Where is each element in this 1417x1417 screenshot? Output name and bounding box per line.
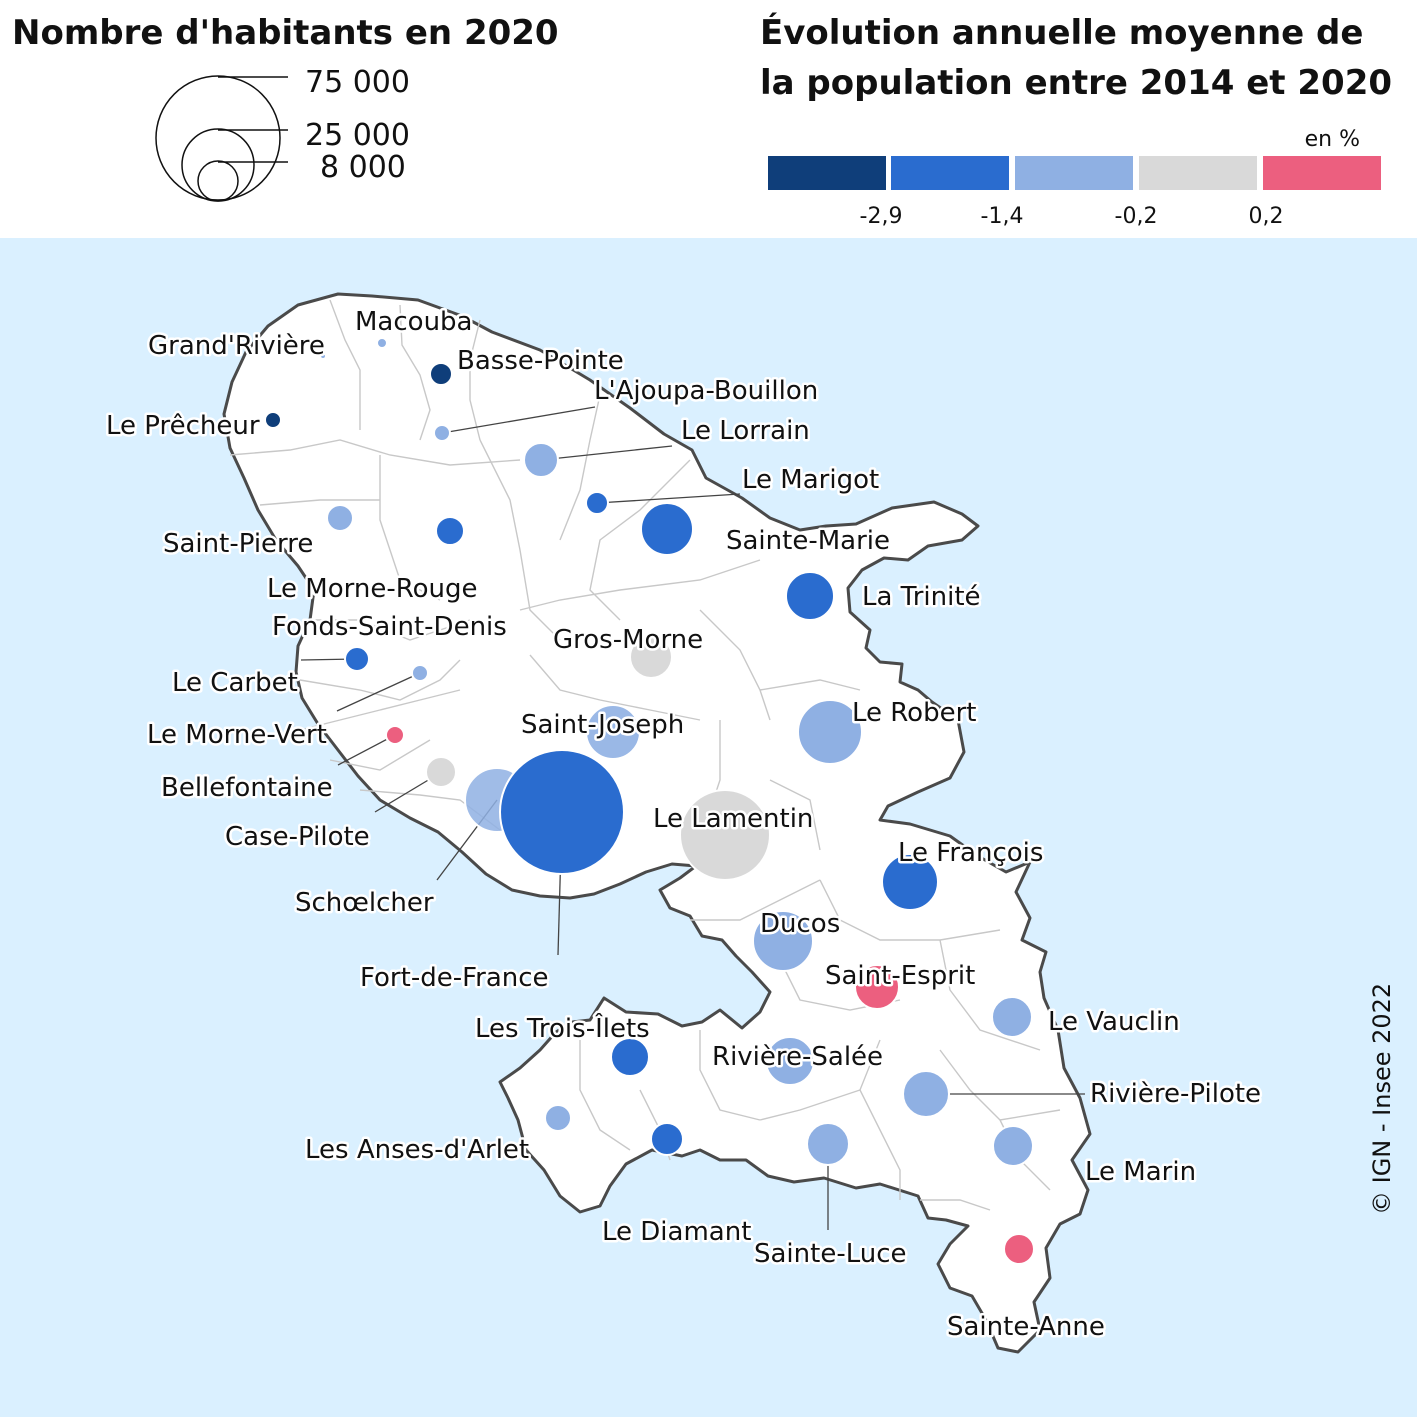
copyright-text: © IGN - Insee 2022 [1368, 983, 1396, 1215]
label-le-lorrain: Le Lorrain [681, 416, 810, 446]
circle-macouba[interactable] [376, 337, 388, 349]
circle-le-lamentin[interactable] [679, 789, 771, 881]
island-martinique [222, 292, 1092, 1354]
label-le-marigot: Le Marigot [742, 465, 879, 495]
color-legend-unit: en % [1305, 127, 1360, 152]
circle-les-trois-ilets[interactable] [610, 1037, 650, 1077]
circle-le-vauclin[interactable] [991, 996, 1033, 1038]
label-saint-joseph: Saint-Joseph [521, 710, 684, 740]
color-legend-break-1: -1,4 [981, 204, 1024, 229]
label-fonds-saint-denis: Fonds-Saint-Denis [272, 612, 507, 642]
label-le-morne-vert: Le Morne-Vert [147, 720, 327, 750]
color-legend-title-line2: la population entre 2014 et 2020 [760, 63, 1392, 103]
circle-le-morne-vert[interactable] [385, 725, 405, 745]
label-sainte-luce: Sainte-Luce [754, 1239, 907, 1269]
label-saint-esprit: Saint-Esprit [825, 961, 975, 991]
size-legend [155, 75, 288, 202]
color-legend-title-line1: Évolution annuelle moyenne de [760, 12, 1363, 53]
label-basse-pointe: Basse-Pointe [457, 346, 624, 376]
label-riviere-pilote: Rivière-Pilote [1090, 1079, 1261, 1109]
size-legend-value-medium: 25 000 [305, 118, 410, 153]
circle-le-carbet[interactable] [344, 646, 370, 672]
label-le-robert: Le Robert [852, 698, 976, 728]
label-le-precheur: Le Prêcheur [106, 411, 260, 441]
circle-grand-riviere[interactable] [319, 352, 327, 360]
circle-fort-de-france[interactable] [499, 749, 625, 875]
label-sainte-marie: Sainte-Marie [726, 526, 890, 556]
size-legend-circle-small [197, 160, 239, 202]
circle-basse-pointe[interactable] [429, 362, 453, 386]
label-ajoupa-bouillon: L'Ajoupa-Bouillon [594, 376, 818, 406]
color-legend-swatch-2 [1015, 156, 1133, 190]
circle-ducos[interactable] [752, 910, 814, 972]
size-legend-title: Nombre d'habitants en 2020 [12, 13, 559, 53]
label-la-trinite: La Trinité [862, 582, 981, 612]
label-le-lamentin: Le Lamentin [653, 804, 813, 834]
label-gros-morne: Gros-Morne [553, 625, 703, 655]
size-legend-circle-large [155, 75, 281, 201]
label-schoelcher: Schœlcher [295, 888, 434, 918]
size-legend-circle-medium [181, 128, 255, 202]
circle-le-precheur[interactable] [264, 411, 282, 429]
circle-gros-morne[interactable] [629, 635, 673, 679]
circle-saint-esprit[interactable] [854, 964, 900, 1010]
commune-circles [264, 337, 1035, 1265]
label-le-vauclin: Le Vauclin [1048, 1007, 1180, 1037]
circle-bellefontaine[interactable] [425, 756, 457, 788]
circle-riviere-pilote[interactable] [902, 1070, 950, 1118]
circle-sainte-luce[interactable] [806, 1122, 850, 1166]
circle-saint-joseph[interactable] [585, 704, 641, 760]
color-legend-break-2: -0,2 [1115, 204, 1158, 229]
circle-le-lorrain[interactable] [523, 442, 559, 478]
circle-le-robert[interactable] [797, 699, 863, 765]
circle-ajoupa-bouillon[interactable] [433, 424, 451, 442]
size-legend-value-large: 75 000 [305, 65, 410, 100]
label-bellefontaine: Bellefontaine [161, 773, 333, 803]
color-legend-swatch-4 [1263, 156, 1381, 190]
circle-saint-pierre[interactable] [326, 504, 354, 532]
label-le-diamant: Le Diamant [602, 1217, 751, 1247]
color-legend-swatch-3 [1139, 156, 1257, 190]
circle-le-morne-rouge[interactable] [435, 516, 465, 546]
circle-les-anses-darlet[interactable] [544, 1104, 572, 1132]
circle-sainte-anne[interactable] [1003, 1233, 1035, 1265]
size-legend-value-small: 8 000 [320, 150, 406, 185]
label-macouba: Macouba [355, 307, 472, 337]
label-fort-de-france: Fort-de-France [360, 963, 549, 993]
label-ducos: Ducos [760, 909, 840, 939]
label-les-trois-ilets: Les Trois-Îlets [475, 1012, 650, 1044]
circle-le-marin[interactable] [992, 1125, 1034, 1167]
label-riviere-salee: Rivière-Salée [712, 1042, 883, 1072]
color-legend-break-0: -2,9 [860, 204, 903, 229]
commune-labels: Macouba Grand'Rivière Basse-Pointe L'Ajo… [104, 305, 1264, 1345]
label-les-anses-darlet: Les Anses-d'Arlet [305, 1135, 529, 1165]
color-legend-break-3: 0,2 [1249, 204, 1284, 229]
label-sainte-anne: Sainte-Anne [947, 1312, 1105, 1342]
circle-riviere-salee[interactable] [765, 1036, 815, 1086]
color-legend-swatch-1 [891, 156, 1009, 190]
label-case-pilote: Case-Pilote [225, 822, 370, 852]
circle-la-trinite[interactable] [785, 571, 835, 621]
circle-le-marigot[interactable] [585, 491, 609, 515]
label-grand-riviere: Grand'Rivière [148, 331, 325, 361]
circle-fonds-saint-denis[interactable] [411, 664, 429, 682]
color-legend-swatch-0 [768, 156, 886, 190]
label-le-morne-rouge: Le Morne-Rouge [267, 574, 478, 604]
leader-lines [300, 406, 1085, 1230]
label-le-marin: Le Marin [1085, 1157, 1196, 1187]
label-le-francois: Le François [898, 838, 1043, 868]
label-le-carbet: Le Carbet [172, 668, 298, 698]
circle-le-francois[interactable] [881, 853, 939, 911]
label-saint-pierre: Saint-Pierre [163, 529, 313, 559]
circle-le-diamant[interactable] [650, 1122, 684, 1156]
circle-sainte-marie[interactable] [640, 502, 694, 556]
